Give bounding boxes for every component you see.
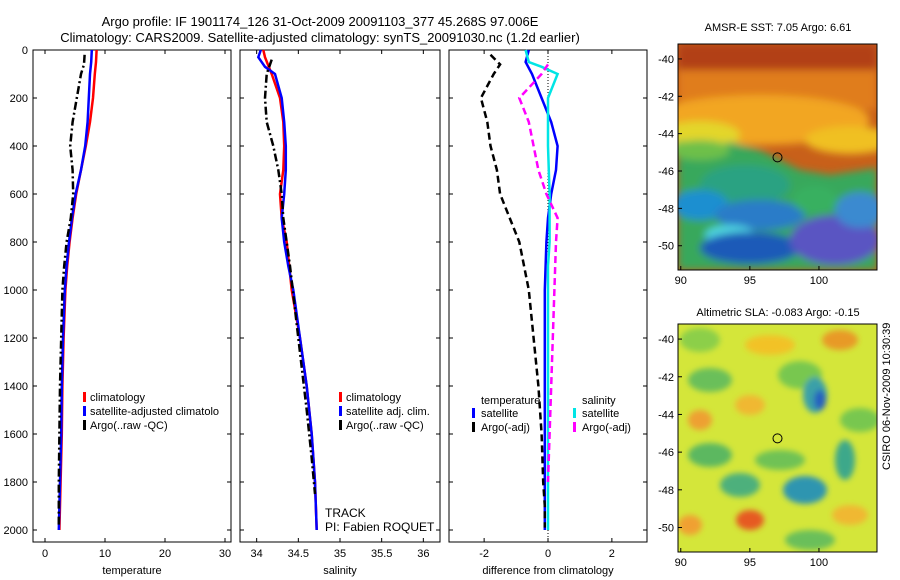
x-tick-label: 34 <box>251 548 263 560</box>
legend-entry: Argo(-adj) <box>481 422 530 434</box>
legend-swatch <box>83 406 86 416</box>
map-x-tick-label: 90 <box>675 275 687 287</box>
sla-heatmap <box>678 324 877 552</box>
y-tick-label: 600 <box>10 189 28 201</box>
sst-map-title: AMSR-E SST: 7.05 Argo: 6.61 <box>705 22 852 34</box>
map-y-tick-label: -42 <box>658 91 674 103</box>
map-y-tick-label: -44 <box>658 409 674 421</box>
legend-swatch <box>472 422 475 432</box>
map-y-tick-label: -48 <box>658 203 674 215</box>
series-line <box>479 53 547 528</box>
legend-entry: satellite adj. clim. <box>346 406 430 418</box>
x-tick-label: 10 <box>99 548 111 560</box>
figure-title-line1: Argo profile: IF 1901174_126 31-Oct-2009… <box>101 14 539 29</box>
series-line <box>524 49 560 530</box>
legend-entry: climatology <box>346 392 402 404</box>
series-line <box>524 49 559 530</box>
legend-entry: Argo(..raw -QC) <box>346 420 424 432</box>
x-tick-label: 35 <box>334 548 346 560</box>
x-tick-label: 20 <box>159 548 171 560</box>
salinity-plot: 34 34.5 35 35.5 36 salinity climatology satelli… <box>240 49 440 577</box>
map-y-tick-label: -46 <box>658 166 674 178</box>
legend-entry: Argo(-adj) <box>582 422 631 434</box>
y-tick-label: 1400 <box>4 381 28 393</box>
legend-swatch <box>83 420 86 430</box>
series-line <box>57 49 94 531</box>
map-x-tick-label: 95 <box>744 557 756 569</box>
map-y-tick-label: -50 <box>658 241 674 253</box>
x-tick-label: 30 <box>219 548 231 560</box>
track-annotation: TRACK <box>325 506 366 520</box>
y-tick-label: 2000 <box>4 525 28 537</box>
csiro-timestamp: CSIRO 06-Nov-2009 10:30:39 <box>881 322 893 470</box>
map-x-tick-label: 90 <box>675 557 687 569</box>
legend-swatch <box>339 406 342 416</box>
sla-map-frame <box>677 323 878 553</box>
y-tick-label: 0 <box>22 45 28 57</box>
y-tick-label: 1000 <box>4 285 28 297</box>
y-tick-label: 800 <box>10 237 28 249</box>
legend-swatch <box>339 420 342 430</box>
series-line <box>263 59 317 495</box>
map-y-tick-label: -40 <box>658 334 674 346</box>
legend-entry: satellite-adjusted climatolo <box>90 406 219 418</box>
map-y-tick-label: -42 <box>658 372 674 384</box>
legend-entry: Argo(..raw -QC) <box>90 420 168 432</box>
map-x-tick-label: 100 <box>810 557 828 569</box>
x-tick-label: 34.5 <box>288 548 309 560</box>
y-tick-label: 200 <box>10 93 28 105</box>
y-tick-label: 1800 <box>4 477 28 489</box>
pi-annotation: PI: Fabien ROQUET <box>325 520 435 534</box>
x-tick-label: -2 <box>479 548 489 560</box>
map-x-tick-label: 100 <box>810 275 828 287</box>
legend-swatch <box>472 408 475 418</box>
x-tick-label: 35.5 <box>371 548 392 560</box>
legend-swatch <box>83 392 86 402</box>
legend-swatch <box>339 392 342 402</box>
x-tick-label: 2 <box>609 548 615 560</box>
x-axis-label: difference from climatology <box>482 565 614 577</box>
sla-map-title: Altimetric SLA: -0.083 Argo: -0.15 <box>696 307 859 319</box>
y-tick-label: 1600 <box>4 429 28 441</box>
legend-heading: temperature <box>481 395 540 407</box>
series-line <box>517 63 559 483</box>
sla-argo-location-marker <box>772 433 783 444</box>
legend-swatch <box>573 408 576 418</box>
legend-heading: salinity <box>582 395 616 407</box>
map-y-tick-label: -50 <box>658 523 674 535</box>
x-tick-label: 36 <box>417 548 429 560</box>
salinity-axes <box>239 49 441 543</box>
map-y-tick-label: -48 <box>658 485 674 497</box>
figure-title-line2: Climatology: CARS2009. Satellite-adjuste… <box>60 30 580 45</box>
difference-plot: -2 0 2 difference from climatology temperatu… <box>449 49 647 577</box>
map-y-tick-label: -46 <box>658 447 674 459</box>
map-y-tick-label: -40 <box>658 54 674 66</box>
sst-map-frame <box>677 43 878 271</box>
map-y-tick-label: -44 <box>658 129 674 141</box>
x-tick-label: 0 <box>42 548 48 560</box>
legend-entry: satellite <box>582 408 619 420</box>
x-axis-label: salinity <box>323 565 357 577</box>
sst-argo-location-marker <box>772 152 783 163</box>
y-tick-label: 1200 <box>4 333 28 345</box>
legend-swatch <box>573 422 576 432</box>
series-line <box>57 54 86 528</box>
sst-heatmap <box>678 44 877 270</box>
x-axis-label: temperature <box>102 565 161 577</box>
x-tick-label: 0 <box>545 548 551 560</box>
map-x-tick-label: 95 <box>744 275 756 287</box>
temperature-plot: 0 10 20 30 0 200 400 600 800 1000 1200 1400 1600 1800… <box>4 45 232 577</box>
legend-entry: climatology <box>90 392 146 404</box>
legend-entry: satellite <box>481 408 518 420</box>
y-tick-label: 400 <box>10 141 28 153</box>
